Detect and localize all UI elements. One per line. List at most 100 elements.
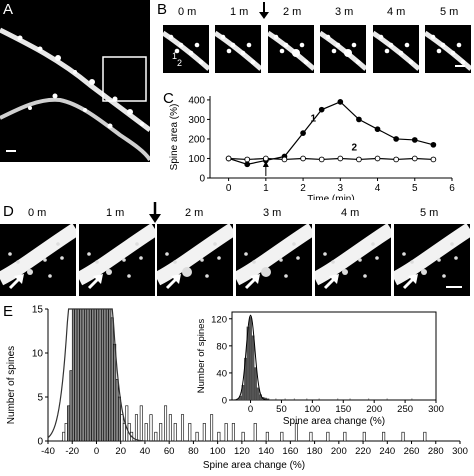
e-bar <box>195 431 199 442</box>
e-inset-tail-bar <box>275 398 277 400</box>
e-x-tick-label: -20 <box>65 446 79 457</box>
c-point-1 <box>244 161 251 168</box>
chart-e: 0 5 10 15 -40 -20 0 20 40 60 80 100 120 140 160 180 200 2… <box>6 305 468 472</box>
e-bar <box>326 431 330 442</box>
e-bar <box>423 431 427 442</box>
c-stimulus-arrow-head <box>262 161 269 167</box>
c-point-1 <box>356 116 362 123</box>
c-y-tick-label: 400 <box>188 95 205 106</box>
c-x-tick-label: 1 <box>263 183 269 194</box>
e-bar <box>154 431 158 442</box>
panel-d-frame <box>315 224 391 296</box>
e-bar <box>168 414 172 442</box>
e-inset-tail-bar <box>318 398 320 400</box>
panel-d-time-1: 1 m <box>106 207 125 219</box>
e-bar <box>86 308 90 442</box>
e-inset-x-tick-label: 200 <box>366 404 382 415</box>
e-bar <box>309 431 313 442</box>
e-bar <box>91 308 95 442</box>
panel-d-frame <box>79 224 155 296</box>
panel-b-time-0: 0 m <box>178 6 197 18</box>
e-bar <box>88 308 92 442</box>
panel-d-time-0: 0 m <box>28 207 47 219</box>
e-y-tick-label: 5 <box>37 393 43 404</box>
e-bar <box>224 423 228 442</box>
panel-a-image <box>0 0 150 162</box>
c-series-label-2: 2 <box>351 143 357 154</box>
e-inset-gaussian-fit <box>231 314 270 401</box>
e-inset-tail-bar <box>293 398 296 400</box>
stimulus-arrow-d <box>149 202 161 223</box>
c-point-1 <box>337 99 344 105</box>
c-point-1 <box>374 126 381 133</box>
e-inset-x-tick-label: 150 <box>335 404 351 415</box>
e-x-label: Spine area change (%) <box>203 460 305 471</box>
panel-d-time-3: 3 m <box>263 207 282 219</box>
c-point-1 <box>393 136 400 142</box>
c-point-2 <box>393 156 400 163</box>
c-point-2 <box>430 156 437 163</box>
e-bar <box>69 370 73 442</box>
e-x-tick-label: 140 <box>258 446 274 457</box>
c-x-tick-label: 5 <box>412 183 418 194</box>
e-bar <box>115 379 119 442</box>
scale-bar-d <box>446 286 462 288</box>
panel-d-frame <box>394 224 470 296</box>
panel-d-time-5: 5 m <box>420 207 439 219</box>
e-inset-tail-bar <box>386 398 388 400</box>
e-bar <box>401 431 405 442</box>
e-inset-y-label: Number of spines <box>196 319 207 394</box>
e-inset-bar <box>254 367 257 401</box>
e-inset-bar <box>249 317 252 401</box>
panel-letter-b: B <box>157 1 168 18</box>
panel-d-time-4: 4 m <box>341 207 360 219</box>
c-x-tick-label: 2 <box>300 183 306 194</box>
c-point-2 <box>225 155 232 162</box>
e-inset-tail-bar <box>368 398 370 400</box>
e-inset-y-tick-label: 120 <box>211 314 227 325</box>
e-y-tick-label: 0 <box>37 437 43 448</box>
e-inset-x-tick-label: 0 <box>248 404 253 415</box>
e-x-tick-label: 260 <box>404 446 420 457</box>
e-x-tick-label: 100 <box>210 446 226 457</box>
c-point-1 <box>300 130 306 136</box>
c-point-2 <box>337 155 344 162</box>
e-bar <box>164 405 168 442</box>
e-bar <box>241 431 245 442</box>
panel-b-frame <box>268 25 314 73</box>
e-x-tick-label: 200 <box>331 446 347 457</box>
e-bar <box>217 431 221 442</box>
panel-d-frame <box>0 224 76 296</box>
e-x-tick-label: 160 <box>282 446 298 457</box>
panel-b-frame <box>215 25 261 73</box>
e-bar <box>113 343 117 442</box>
stimulus-arrow-b <box>259 2 269 19</box>
e-y-tick-label: 15 <box>32 305 44 316</box>
e-bar <box>231 423 235 442</box>
panel-d-frame <box>236 224 312 296</box>
c-point-2 <box>374 155 381 162</box>
e-inset-bar <box>256 387 260 401</box>
e-bar <box>117 396 122 442</box>
e-bar <box>159 423 163 442</box>
e-bar <box>180 414 185 442</box>
e-bar <box>188 423 192 442</box>
e-bar <box>81 308 85 442</box>
e-bar <box>253 423 257 442</box>
c-y-tick-label: 300 <box>188 115 205 126</box>
chart-c: 0 100 200 300 400 0 1 2 3 4 5 6 Time (min) Spine area… <box>169 95 455 200</box>
e-bar <box>210 414 214 442</box>
c-x-tick-label: 6 <box>449 183 455 194</box>
e-x-tick-label: 300 <box>452 446 468 457</box>
panel-b-time-3: 3 m <box>335 6 354 18</box>
e-x-tick-label: 240 <box>379 446 395 457</box>
c-series-line-1 <box>228 101 434 165</box>
e-x-tick-label: 60 <box>164 446 175 457</box>
c-y-tick-label: 100 <box>188 154 205 165</box>
e-inset-tail-bar <box>306 398 308 400</box>
e-bar <box>101 308 105 442</box>
e-inset-bar <box>251 335 255 401</box>
e-gaussian-fit <box>47 308 170 442</box>
panel-b-time-1: 1 m <box>230 6 249 18</box>
e-bar <box>173 423 177 442</box>
